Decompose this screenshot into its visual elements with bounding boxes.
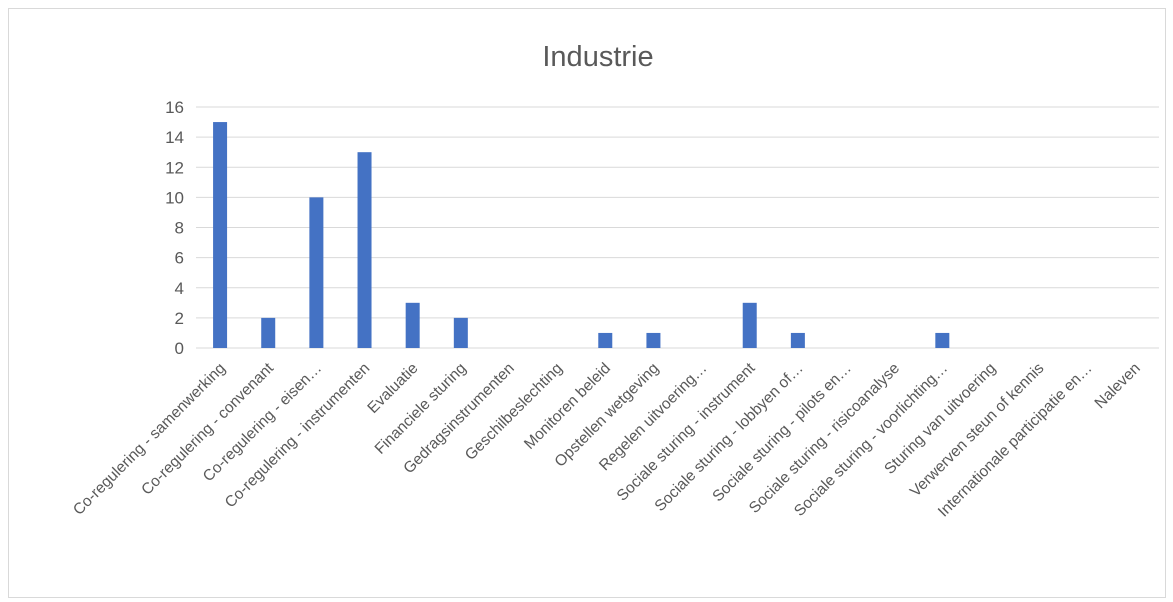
bar (453, 317, 468, 348)
chart-container: Industrie 0 2 4 6 8 10 12 14 16 Co-regulering - … (8, 8, 1166, 598)
x-tick-label: Financiele sturing (372, 360, 470, 458)
bar (213, 122, 228, 348)
y-tick-label: 4 (175, 279, 184, 298)
y-tick-label: 12 (165, 158, 184, 177)
bar (790, 332, 805, 348)
bar (742, 302, 757, 348)
y-tick-label: 16 (165, 98, 184, 117)
bar-chart: Industrie 0 2 4 6 8 10 12 14 16 Co-regulering - … (70, 41, 1159, 520)
x-axis-tick-labels: Co-regulering - samenwerkingCo-regulerin… (70, 359, 1144, 520)
bar (935, 332, 950, 348)
y-axis-tick-labels: 0 2 4 6 8 10 12 14 16 (165, 98, 184, 358)
bars (213, 122, 950, 348)
grid-lines (196, 106, 1159, 349)
y-tick-label: 2 (175, 309, 184, 328)
bar (261, 317, 276, 348)
bar (357, 152, 372, 348)
bar (598, 332, 613, 348)
bar (309, 197, 324, 348)
chart-title: Industrie (542, 41, 653, 73)
y-tick-label: 10 (165, 188, 184, 207)
bar (646, 332, 661, 348)
y-tick-label: 6 (175, 249, 184, 268)
x-tick-label: Monitoren beleid (521, 360, 614, 453)
y-tick-label: 8 (175, 219, 184, 238)
y-tick-label: 0 (175, 339, 184, 358)
y-tick-label: 14 (165, 128, 184, 147)
x-tick-label: Naleven (1092, 360, 1144, 412)
bar (405, 302, 420, 348)
